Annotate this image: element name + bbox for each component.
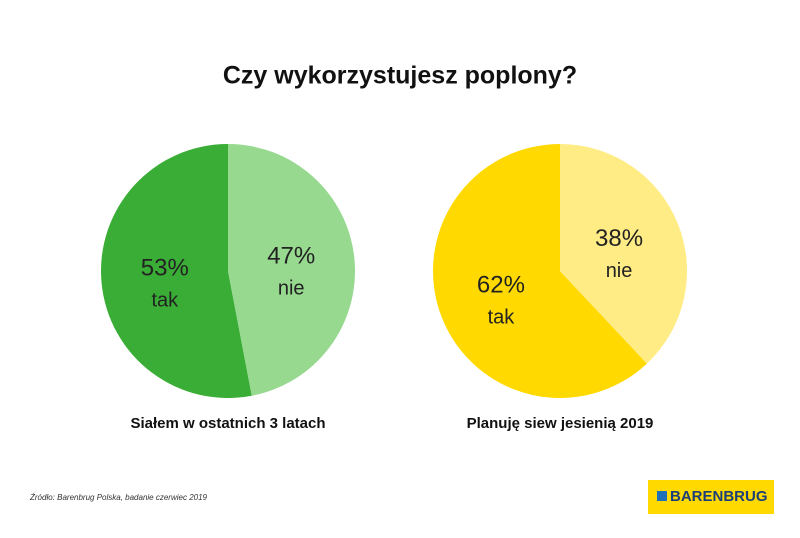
pie-title: Planuję siew jesienią 2019 (467, 415, 654, 432)
logo-box (648, 480, 774, 514)
pie-slice (433, 144, 647, 398)
logo-text: BARENBRUG (670, 488, 768, 505)
category-label: nie (606, 260, 633, 282)
value-label: 53% (141, 254, 189, 281)
pie-title: Siałem w ostatnich 3 latach (130, 415, 325, 432)
category-label: nie (278, 277, 305, 299)
category-label: tak (151, 289, 179, 311)
pie-slice (228, 144, 356, 396)
category-label: tak (488, 307, 516, 329)
value-label: 38% (595, 225, 643, 252)
value-label: 47% (267, 242, 315, 269)
pie-slice (560, 144, 687, 364)
logo-icon (657, 491, 667, 501)
source-note: Źródło: Barenbrug Polska, badanie czerwi… (29, 493, 208, 502)
value-label: 62% (477, 272, 525, 299)
pie-slice (101, 144, 252, 398)
main-title: Czy wykorzystujesz poplony? (223, 62, 577, 90)
